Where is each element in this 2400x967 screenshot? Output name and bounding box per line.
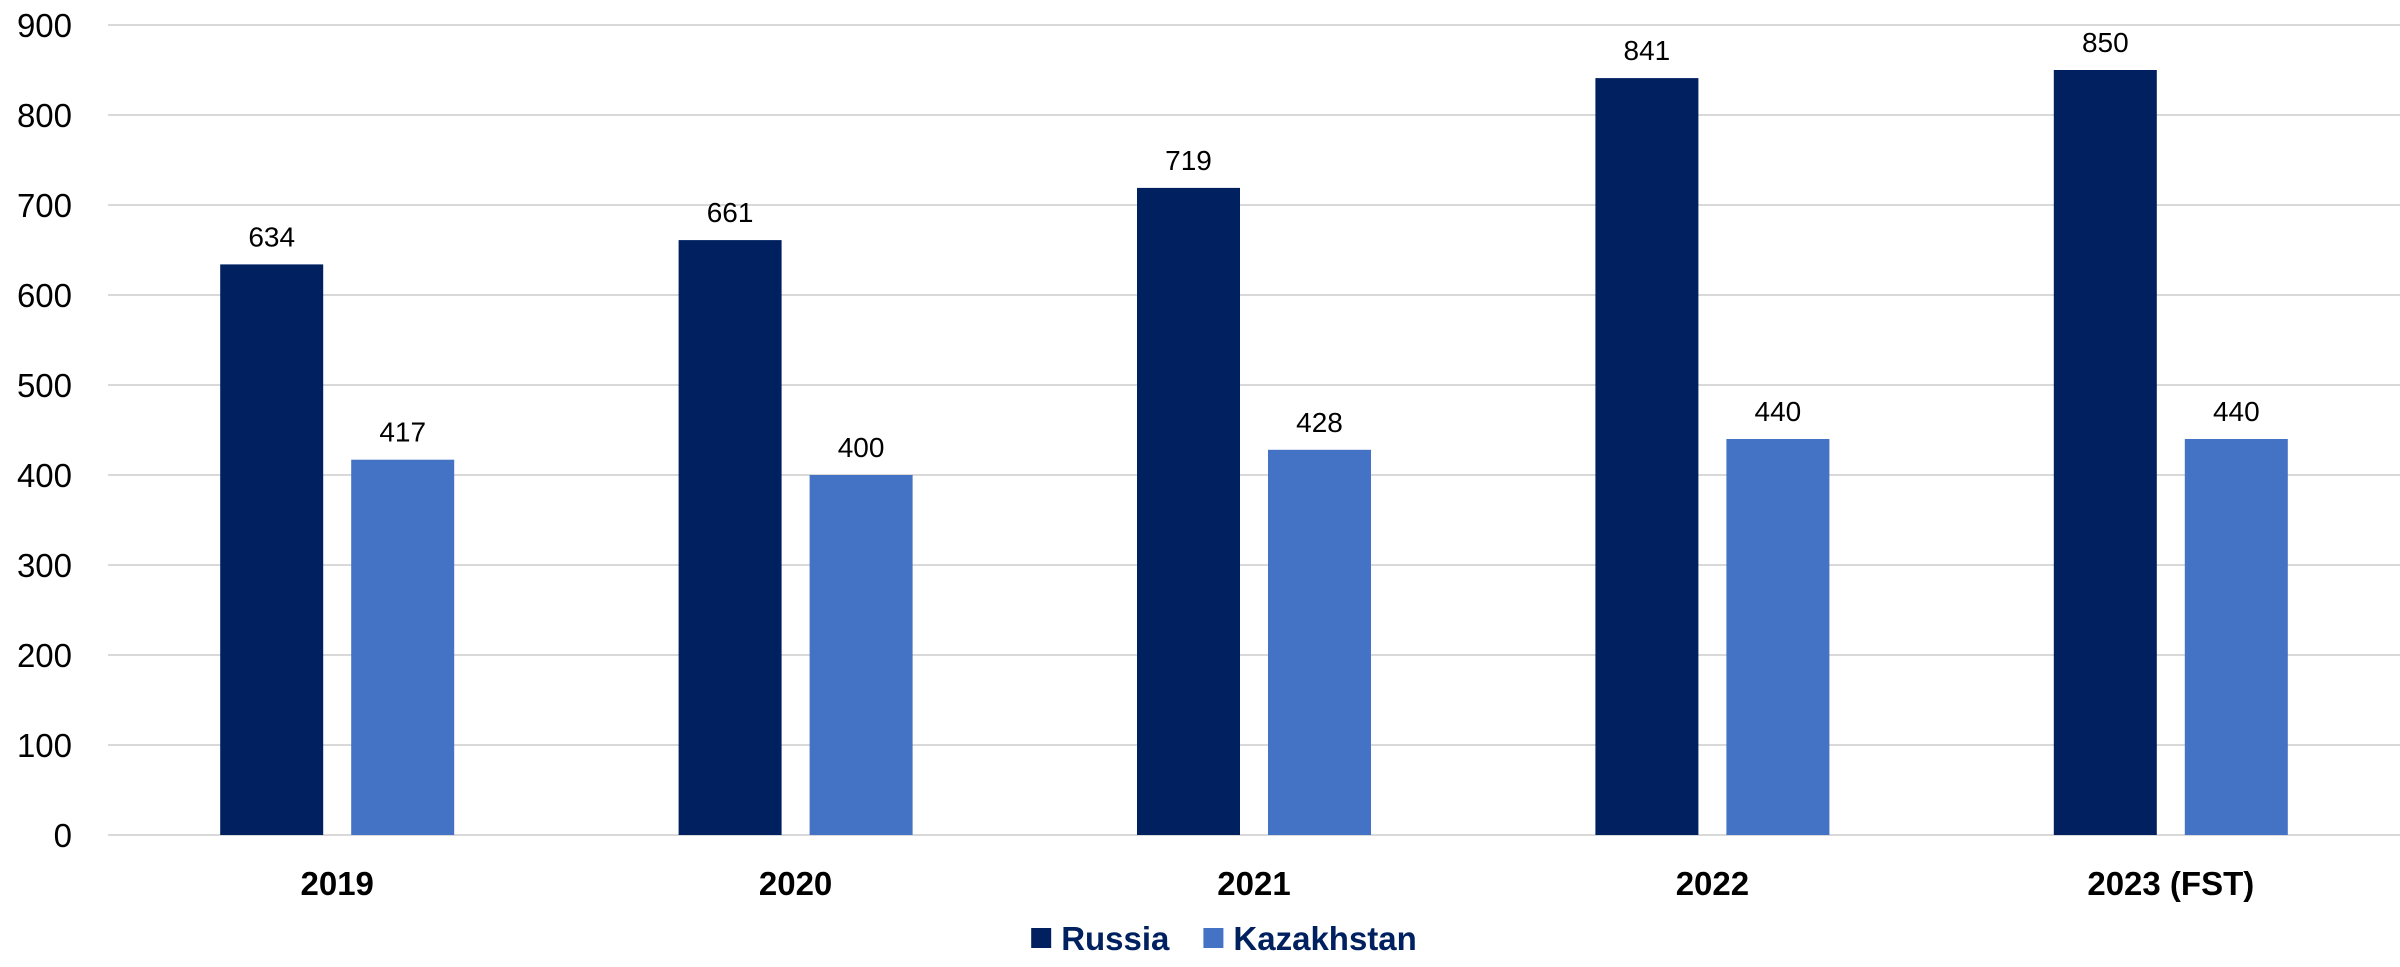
bar-kazakhstan-2021: [1268, 449, 1371, 835]
legend-item-russia: Russia: [1031, 920, 1170, 957]
gridlines: [108, 24, 2400, 836]
data-label: 440: [2213, 396, 2260, 427]
x-tick-label: 2019: [300, 865, 373, 902]
y-tick-label: 800: [17, 97, 72, 134]
legend-swatch: [1031, 928, 1052, 948]
y-tick-label: 400: [17, 457, 72, 494]
bar-kazakhstan-2022: [1726, 439, 1830, 835]
legend: Russia Kazakhstan: [1031, 920, 1417, 957]
y-tick-label: 700: [17, 187, 72, 224]
data-label: 661: [707, 197, 754, 228]
legend-label: Kazakhstan: [1233, 920, 1416, 957]
y-tick-label: 600: [17, 277, 72, 314]
data-label: 634: [248, 221, 295, 252]
x-tick-label: 2023 (FST): [2087, 865, 2254, 902]
bar-russia-2019: [220, 264, 324, 835]
y-tick-label: 0: [54, 817, 72, 854]
data-label: 417: [379, 417, 426, 448]
y-tick-label: 200: [17, 637, 72, 674]
x-tick-label: 2021: [1217, 865, 1290, 902]
data-label: 719: [1165, 145, 1212, 176]
y-tick-label: 300: [17, 547, 72, 584]
bar-russia-2022: [1595, 78, 1699, 836]
x-tick-label: 2020: [759, 865, 832, 902]
bar-kazakhstan-2020: [809, 475, 913, 835]
y-axis: 0 100 200 300 400 500 600 700 800 900: [17, 7, 72, 854]
bar-russia-2020: [678, 240, 782, 836]
y-tick-label: 500: [17, 367, 72, 404]
data-label: 428: [1296, 407, 1343, 438]
bar-kazakhstan-2023-fst: [2184, 439, 2288, 835]
bar-kazakhstan-2019: [351, 459, 455, 835]
data-label: 440: [1755, 396, 1802, 427]
x-tick-label: 2022: [1676, 865, 1749, 902]
legend-item-kazakhstan: Kazakhstan: [1203, 920, 1417, 957]
legend-label: Russia: [1061, 920, 1170, 957]
x-axis: 2019 2020 2021 2022 2023 (FST): [300, 865, 2254, 902]
y-tick-label: 100: [17, 727, 72, 764]
data-label: 400: [838, 432, 885, 463]
data-label: 850: [2082, 27, 2129, 58]
bar-russia-2023-fst: [2053, 70, 2157, 835]
bar-russia-2021: [1137, 187, 1240, 835]
bars: 634 417 661 400 719 428 841 440 850 440: [220, 27, 2288, 836]
data-label: 841: [1624, 35, 1671, 66]
y-tick-label: 900: [17, 7, 72, 44]
legend-swatch: [1203, 928, 1224, 948]
